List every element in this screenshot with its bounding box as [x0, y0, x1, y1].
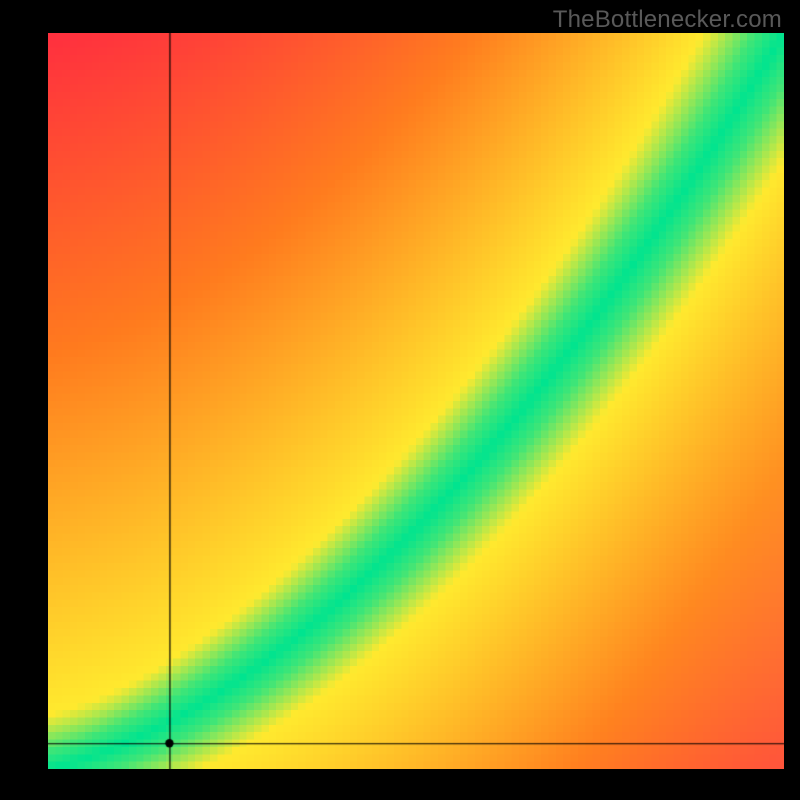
crosshair-overlay: [48, 33, 784, 769]
watermark-text: TheBottlenecker.com: [553, 6, 782, 34]
stage: TheBottlenecker.com: [0, 0, 800, 800]
